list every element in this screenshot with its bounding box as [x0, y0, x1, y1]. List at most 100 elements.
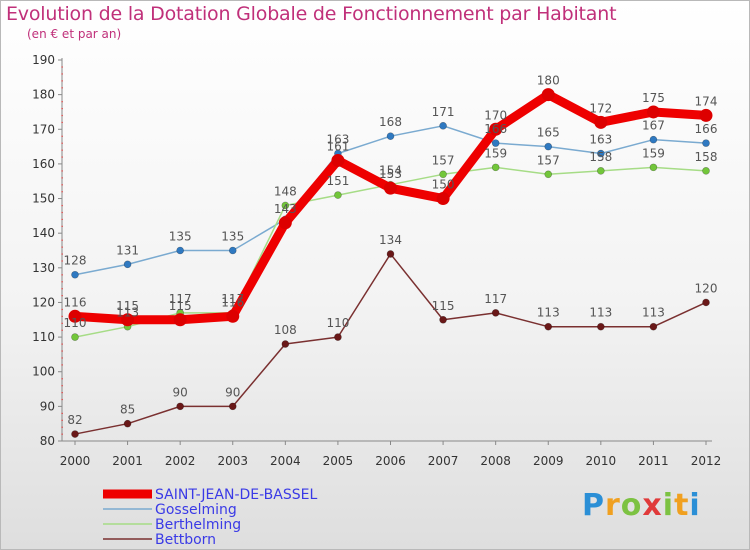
x-tick-label: 2002 — [165, 454, 196, 468]
y-minor-tick — [61, 308, 63, 311]
y-minor-tick — [61, 433, 63, 435]
y-minor-tick — [61, 177, 63, 179]
y-minor-tick — [61, 191, 63, 193]
y-minor-tick — [61, 87, 63, 89]
data-point-berthelming — [491, 163, 500, 172]
data-label-berthelming: 110 — [64, 316, 87, 330]
logo-letter: r — [605, 488, 621, 523]
y-tick-label: 190 — [32, 53, 55, 67]
y-minor-tick — [61, 239, 63, 241]
y-minor-tick — [61, 392, 63, 394]
chart-title: Evolution de la Dotation Globale de Fonc… — [6, 3, 617, 25]
logo-letter: o — [620, 488, 643, 523]
data-label-berthelming: 151 — [326, 174, 349, 188]
y-minor-tick — [61, 170, 63, 172]
data-point-gosselming — [597, 149, 605, 158]
y-minor-tick — [61, 357, 63, 359]
y-minor-tick — [61, 114, 63, 117]
data-point-bettborn — [649, 322, 658, 331]
data-label-bettborn: 85 — [120, 403, 135, 417]
data-label-berthelming: 159 — [642, 146, 665, 160]
data-point-gosselming — [649, 135, 658, 144]
data-point-bettborn — [176, 402, 184, 411]
logo-letter: P — [582, 488, 605, 523]
data-label-gosselming: 165 — [537, 126, 560, 140]
y-minor-tick — [61, 218, 63, 221]
data-point-saint-jean-de-bassel — [121, 313, 135, 327]
data-label-berthelming: 158 — [589, 150, 612, 164]
data-label-bettborn: 115 — [432, 299, 455, 313]
y-tick-label: 150 — [32, 192, 55, 206]
x-tick-label: 2012 — [691, 454, 722, 468]
legend: SAINT-JEAN-DE-BASSELGosselmingBerthelmin… — [103, 487, 317, 548]
y-tick-label: 170 — [32, 122, 55, 136]
y-minor-tick — [61, 364, 63, 366]
data-point-bettborn — [123, 419, 132, 428]
y-minor-tick — [61, 184, 63, 186]
y-minor-tick — [61, 80, 63, 82]
x-tick-label: 2010 — [586, 454, 617, 468]
data-label-gosselming: 168 — [379, 115, 402, 129]
data-label-gosselming: 166 — [484, 122, 507, 136]
y-minor-tick — [61, 121, 63, 124]
logo-letter: t — [674, 488, 690, 523]
y-minor-tick — [61, 149, 63, 151]
data-point-saint-jean-de-bassel — [646, 105, 660, 119]
data-point-gosselming — [491, 139, 500, 147]
data-label-berthelming: 148 — [274, 184, 297, 198]
logo-letter: i — [689, 488, 701, 523]
logo-letter: x — [642, 488, 663, 523]
data-point-saint-jean-de-bassel — [68, 309, 82, 323]
data-label-gosselming: 135 — [169, 230, 192, 244]
y-tick-label: 80 — [40, 434, 55, 448]
data-label-bettborn: 108 — [274, 323, 297, 337]
data-label-saint-jean-de-bassel: 174 — [695, 94, 718, 108]
data-point-bettborn — [702, 298, 710, 307]
y-tick-label: 160 — [32, 157, 55, 171]
y-minor-tick — [61, 329, 63, 331]
legend-label-saint-jean-de-bassel: SAINT-JEAN-DE-BASSEL — [155, 487, 317, 503]
y-minor-tick — [61, 281, 63, 283]
data-label-gosselming: 135 — [221, 230, 244, 244]
x-tick-label: 2011 — [638, 454, 669, 468]
y-minor-tick — [61, 211, 63, 214]
data-point-gosselming — [702, 139, 710, 147]
data-label-saint-jean-de-bassel: 115 — [169, 299, 192, 313]
data-point-berthelming — [649, 163, 658, 172]
y-minor-tick — [61, 274, 63, 276]
data-point-bettborn — [597, 322, 605, 331]
data-label-bettborn: 90 — [225, 385, 240, 399]
data-point-bettborn — [334, 333, 342, 341]
data-point-saint-jean-de-bassel — [384, 181, 397, 195]
data-label-bettborn: 113 — [642, 306, 665, 320]
y-minor-tick — [61, 73, 63, 75]
data-label-gosselming: 128 — [64, 254, 87, 268]
y-minor-tick — [61, 419, 63, 421]
data-label-berthelming: 157 — [432, 153, 455, 167]
y-tick-label: 110 — [32, 330, 55, 344]
data-point-berthelming — [597, 167, 605, 175]
data-point-saint-jean-de-bassel — [331, 153, 345, 167]
data-label-gosselming: 167 — [642, 119, 665, 133]
series-lines — [68, 88, 713, 438]
data-point-bettborn — [386, 250, 395, 258]
data-label-berthelming: 157 — [537, 153, 560, 167]
data-label-bettborn: 117 — [484, 292, 507, 306]
y-minor-tick — [61, 288, 63, 290]
y-tick-label: 120 — [32, 295, 55, 309]
x-tick-label: 2004 — [270, 454, 301, 468]
y-minor-tick — [61, 260, 63, 262]
data-point-saint-jean-de-bassel — [699, 108, 713, 122]
x-tick-label: 2001 — [112, 454, 143, 468]
data-label-saint-jean-de-bassel: 150 — [432, 178, 455, 192]
data-label-bettborn: 120 — [695, 281, 718, 295]
y-minor-tick — [61, 322, 63, 324]
y-minor-tick — [61, 343, 63, 345]
x-tick-label: 2008 — [480, 454, 511, 468]
data-point-saint-jean-de-bassel — [541, 88, 555, 102]
data-point-berthelming — [544, 170, 553, 179]
data-label-gosselming: 171 — [432, 105, 455, 119]
data-point-gosselming — [123, 260, 132, 269]
data-point-gosselming — [439, 122, 447, 130]
